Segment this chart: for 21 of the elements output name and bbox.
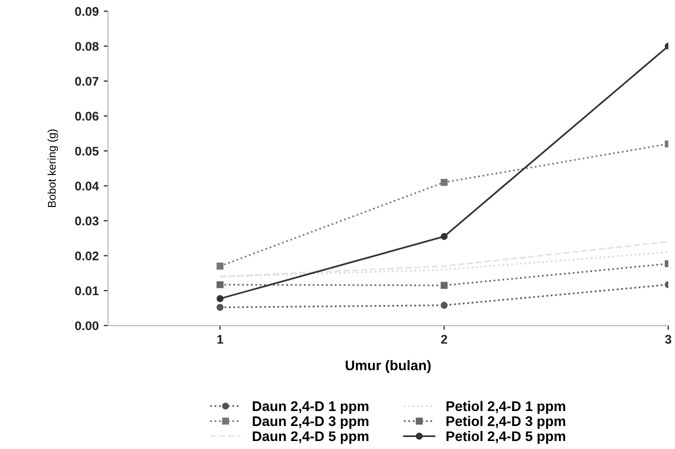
legend-label: Petiol 2,4-D 1 ppm <box>446 400 566 414</box>
x-tick-label: 2 <box>441 334 448 344</box>
y-tick-label: 0.09 <box>75 7 99 16</box>
y-axis-title: Bobot kering (g) <box>48 130 58 207</box>
y-tick-label: 0.07 <box>75 76 98 86</box>
x-tick-label: 1 <box>217 335 224 344</box>
y-tick-label: 0.06 <box>75 112 99 121</box>
y-tick-label: 0.01 <box>75 286 99 296</box>
y-tick-label: 0.03 <box>75 216 99 226</box>
legend-label: Daun 2,4-D 1 ppm <box>252 401 368 414</box>
x-axis-title: Umur (bulan) <box>346 360 431 374</box>
legend-label: Daun 2,4-D 3 ppm <box>252 416 368 429</box>
y-tick-label: 0.00 <box>75 321 98 330</box>
y-tick-label: 0.04 <box>75 182 99 190</box>
legend-label: Daun 2,4-D 5 ppm <box>252 431 368 444</box>
legend-label: Petiol 2,4-D 5 ppm <box>446 430 566 444</box>
y-tick-label: 0.08 <box>75 42 99 51</box>
legend-label: Petiol 2,4-D 3 ppm <box>446 416 566 429</box>
y-tick-label: 0.05 <box>75 146 99 156</box>
y-tick-label: 0.02 <box>75 251 98 260</box>
x-tick-label: 3 <box>665 334 672 344</box>
